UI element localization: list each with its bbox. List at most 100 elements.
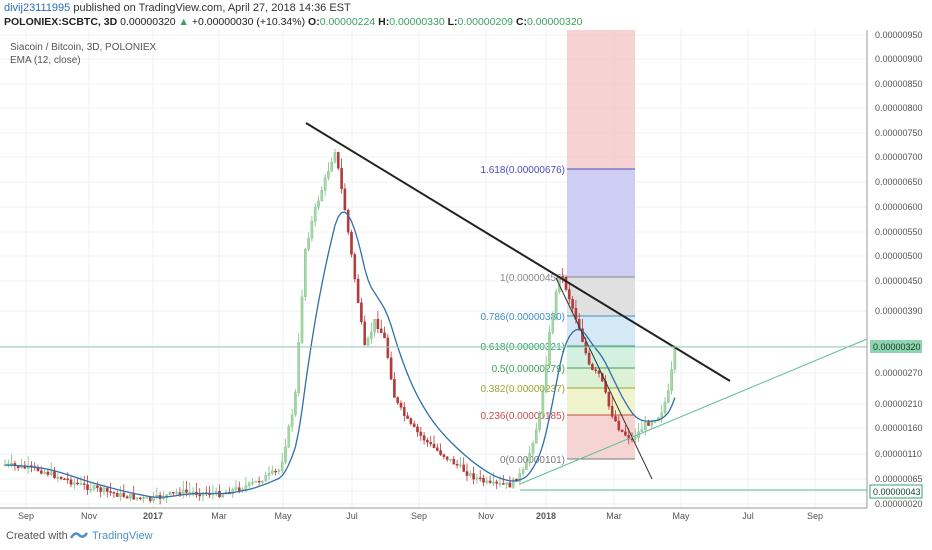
candle-body	[525, 462, 528, 470]
open-label: O:	[308, 16, 320, 28]
candle	[416, 423, 419, 437]
author-link[interactable]: divij23111995	[4, 2, 71, 14]
candle	[531, 440, 535, 459]
candle-body	[290, 414, 294, 427]
support-price-badge: 0.00000043	[869, 484, 923, 499]
candle	[396, 396, 400, 405]
candle	[640, 420, 644, 432]
candle-body	[350, 231, 353, 255]
candle	[294, 389, 297, 417]
fib-zone-top	[567, 30, 635, 169]
candle-body	[389, 357, 393, 380]
candle	[472, 466, 475, 485]
candle-body	[148, 497, 152, 501]
x-tick-label: Nov	[81, 511, 98, 521]
candle-body	[436, 447, 439, 451]
created-with-text: Created with	[6, 530, 68, 542]
fib-zone-1618	[567, 169, 635, 277]
candle-body	[99, 487, 102, 492]
candle	[135, 497, 139, 501]
candle	[442, 453, 446, 460]
candle-body	[155, 495, 159, 497]
candle-body	[267, 473, 271, 476]
candle	[660, 404, 663, 423]
candle-body	[429, 441, 433, 445]
candle-body	[445, 456, 449, 460]
candle	[165, 493, 169, 504]
candle	[115, 490, 119, 497]
fib-level-label: 0.236(0.00000185)	[480, 411, 565, 422]
candle	[462, 457, 466, 472]
candle	[624, 425, 627, 437]
candle-body	[237, 487, 241, 491]
candle	[393, 372, 396, 398]
candle	[327, 162, 330, 181]
candle-body	[244, 485, 248, 490]
candle	[406, 412, 409, 420]
candle	[287, 424, 291, 448]
candle	[419, 426, 423, 441]
candle	[356, 274, 360, 304]
candle-body	[610, 406, 614, 417]
candle	[195, 483, 198, 498]
candle-body	[541, 391, 545, 415]
candle-body	[640, 429, 644, 432]
ascending-support-line	[519, 338, 868, 485]
candle-body	[109, 491, 112, 493]
candle	[544, 356, 548, 394]
candle	[538, 410, 541, 433]
candle	[251, 478, 254, 486]
candle-body	[650, 421, 654, 426]
candle	[363, 315, 367, 346]
candle	[505, 482, 508, 489]
close-value: 0.00000320	[527, 16, 583, 28]
fib-level-label: 0.382(0.00000237)	[480, 384, 565, 395]
y-tick-label: 0.00000900	[875, 54, 923, 64]
price-chart[interactable]: 1.618(0.00000676) 1(0.00000456) 0.786(0.00…	[0, 30, 932, 526]
y-tick-label: 0.00000750	[875, 128, 923, 138]
correction-trendline	[555, 277, 653, 480]
candle	[587, 349, 591, 366]
candle	[436, 443, 439, 452]
candle	[561, 268, 564, 283]
candle	[125, 494, 129, 499]
candle-body	[330, 161, 334, 172]
candle	[323, 173, 327, 196]
tradingview-link[interactable]: TradingView	[92, 530, 153, 542]
candle-body	[634, 437, 637, 440]
fib-band	[567, 388, 635, 415]
fib-band	[567, 415, 635, 459]
fib-level-label: 1(0.00000456)	[500, 273, 565, 284]
candle	[214, 487, 218, 497]
candle-body	[343, 188, 347, 211]
candle	[399, 400, 403, 411]
y-tick-label: 0.00000065	[875, 474, 923, 484]
candle	[643, 416, 647, 436]
candle-body	[310, 221, 314, 239]
candle-body	[376, 319, 380, 329]
price-change: +0.00000030 (+10.34%)	[191, 16, 306, 28]
candle-body	[663, 402, 667, 414]
fib-level-label: 0.786(0.00000380)	[480, 312, 565, 323]
y-tick-label: 0.00000390	[875, 306, 923, 316]
ema-line	[4, 211, 676, 498]
candle	[304, 247, 307, 301]
candle-body	[40, 470, 43, 474]
candle	[257, 476, 261, 486]
candles	[3, 148, 677, 505]
candle-body	[66, 478, 69, 481]
x-tick-label: Nov	[478, 511, 495, 521]
candle-body	[502, 483, 505, 485]
candle-body	[320, 190, 324, 202]
candle-body	[181, 489, 185, 495]
candle	[247, 481, 251, 489]
candle	[426, 437, 429, 447]
candle-body	[69, 479, 73, 485]
candle-body	[92, 485, 96, 490]
indicator-label: EMA (12, close)	[10, 55, 81, 66]
candle-body	[508, 482, 512, 488]
candle	[492, 472, 495, 487]
candle	[72, 478, 76, 490]
candle	[333, 148, 337, 164]
candle-body	[544, 364, 548, 393]
